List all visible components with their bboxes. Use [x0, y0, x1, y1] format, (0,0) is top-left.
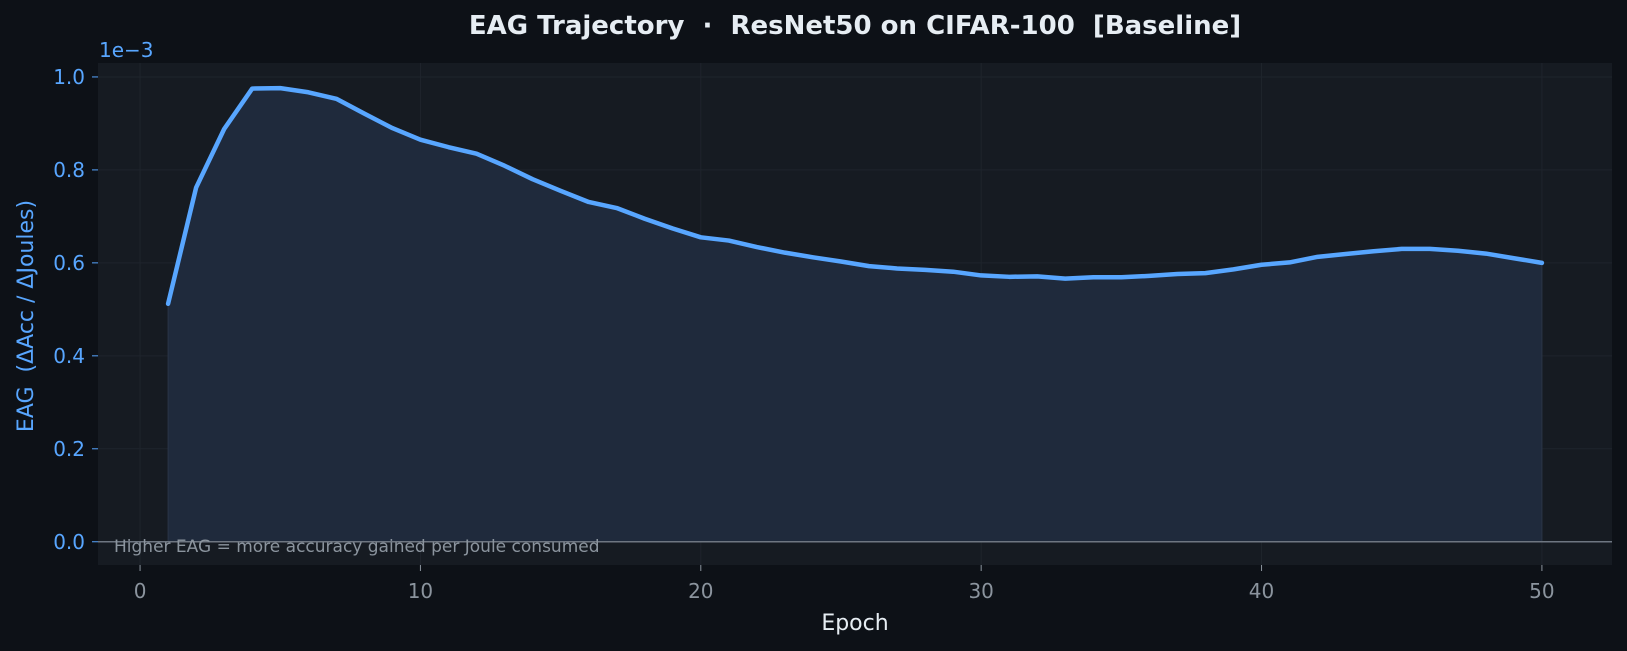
data-point: [1260, 263, 1263, 266]
data-point: [811, 256, 815, 259]
data-point: [1540, 261, 1544, 265]
series-points: [166, 86, 1544, 305]
y-tick-label: 1.0: [53, 65, 85, 89]
x-tick-label: 50: [1529, 579, 1554, 603]
data-point: [839, 260, 843, 263]
y-tick-label: 0.8: [53, 158, 85, 182]
y-tick-label: 0.6: [53, 251, 85, 275]
data-point: [1008, 275, 1011, 279]
data-point: [475, 152, 478, 155]
data-point: [1400, 247, 1403, 251]
data-point: [1372, 250, 1375, 253]
data-point: [643, 217, 646, 220]
data-point: [419, 138, 422, 141]
data-point: [951, 270, 955, 273]
data-point: [503, 164, 506, 167]
data-point: [1428, 247, 1431, 251]
y-tick-label: 0.0: [53, 530, 85, 554]
data-point: [335, 97, 338, 100]
data-point: [1232, 268, 1235, 271]
data-point: [1120, 276, 1123, 279]
data-point: [727, 239, 731, 242]
data-point: [279, 86, 282, 90]
y-tick-label: 0.2: [53, 437, 85, 461]
y-axis-label: EAG (ΔAcc / ΔJoules): [14, 200, 39, 432]
data-point: [671, 227, 674, 230]
chart-title: EAG Trajectory · ResNet50 on CIFAR-100 […: [469, 11, 1241, 41]
x-axis-ticks: 0 10 20 30 40 50: [134, 565, 1555, 603]
series-line: [165, 85, 1545, 307]
data-point: [363, 112, 366, 115]
x-tick-label: 40: [1249, 579, 1274, 603]
y-axis-ticks: 0.0 0.2 0.4 0.6 0.8 1.0: [53, 65, 98, 554]
data-point: [615, 206, 618, 210]
data-point: [1064, 277, 1067, 280]
data-point: [587, 200, 590, 204]
data-point: [166, 302, 170, 305]
data-point: [755, 245, 759, 249]
data-point: [1204, 271, 1207, 275]
data-point: [559, 189, 562, 193]
data-point: [867, 264, 871, 268]
data-point: [1484, 252, 1488, 255]
data-point: [251, 87, 254, 90]
data-point: [307, 91, 310, 94]
data-point: [1456, 249, 1459, 252]
data-point: [923, 268, 927, 272]
x-tick-label: 10: [408, 579, 433, 603]
data-point: [1148, 274, 1151, 278]
data-point: [531, 178, 534, 181]
data-point: [194, 186, 198, 189]
data-point: [1344, 252, 1347, 256]
data-point: [391, 126, 394, 130]
data-point: [699, 236, 702, 239]
data-point: [447, 145, 450, 149]
x-tick-label: 0: [134, 579, 147, 603]
x-axis-label: Epoch: [821, 611, 888, 636]
data-point: [979, 274, 983, 277]
y-tick-label: 0.4: [53, 344, 85, 368]
data-point: [895, 267, 899, 270]
data-point: [222, 127, 226, 131]
data-point: [1036, 275, 1039, 278]
x-tick-label: 30: [968, 579, 993, 603]
data-point: [783, 251, 787, 254]
data-point: [1176, 272, 1179, 276]
data-point: [1092, 276, 1095, 279]
data-point: [1288, 261, 1291, 264]
y-axis-offset-text: 1e−3: [99, 38, 154, 62]
data-point: [1316, 255, 1319, 259]
chart-annotation: Higher EAG = more accuracy gained per Jo…: [114, 537, 600, 557]
x-tick-label: 20: [688, 579, 713, 603]
data-point: [1512, 257, 1516, 260]
